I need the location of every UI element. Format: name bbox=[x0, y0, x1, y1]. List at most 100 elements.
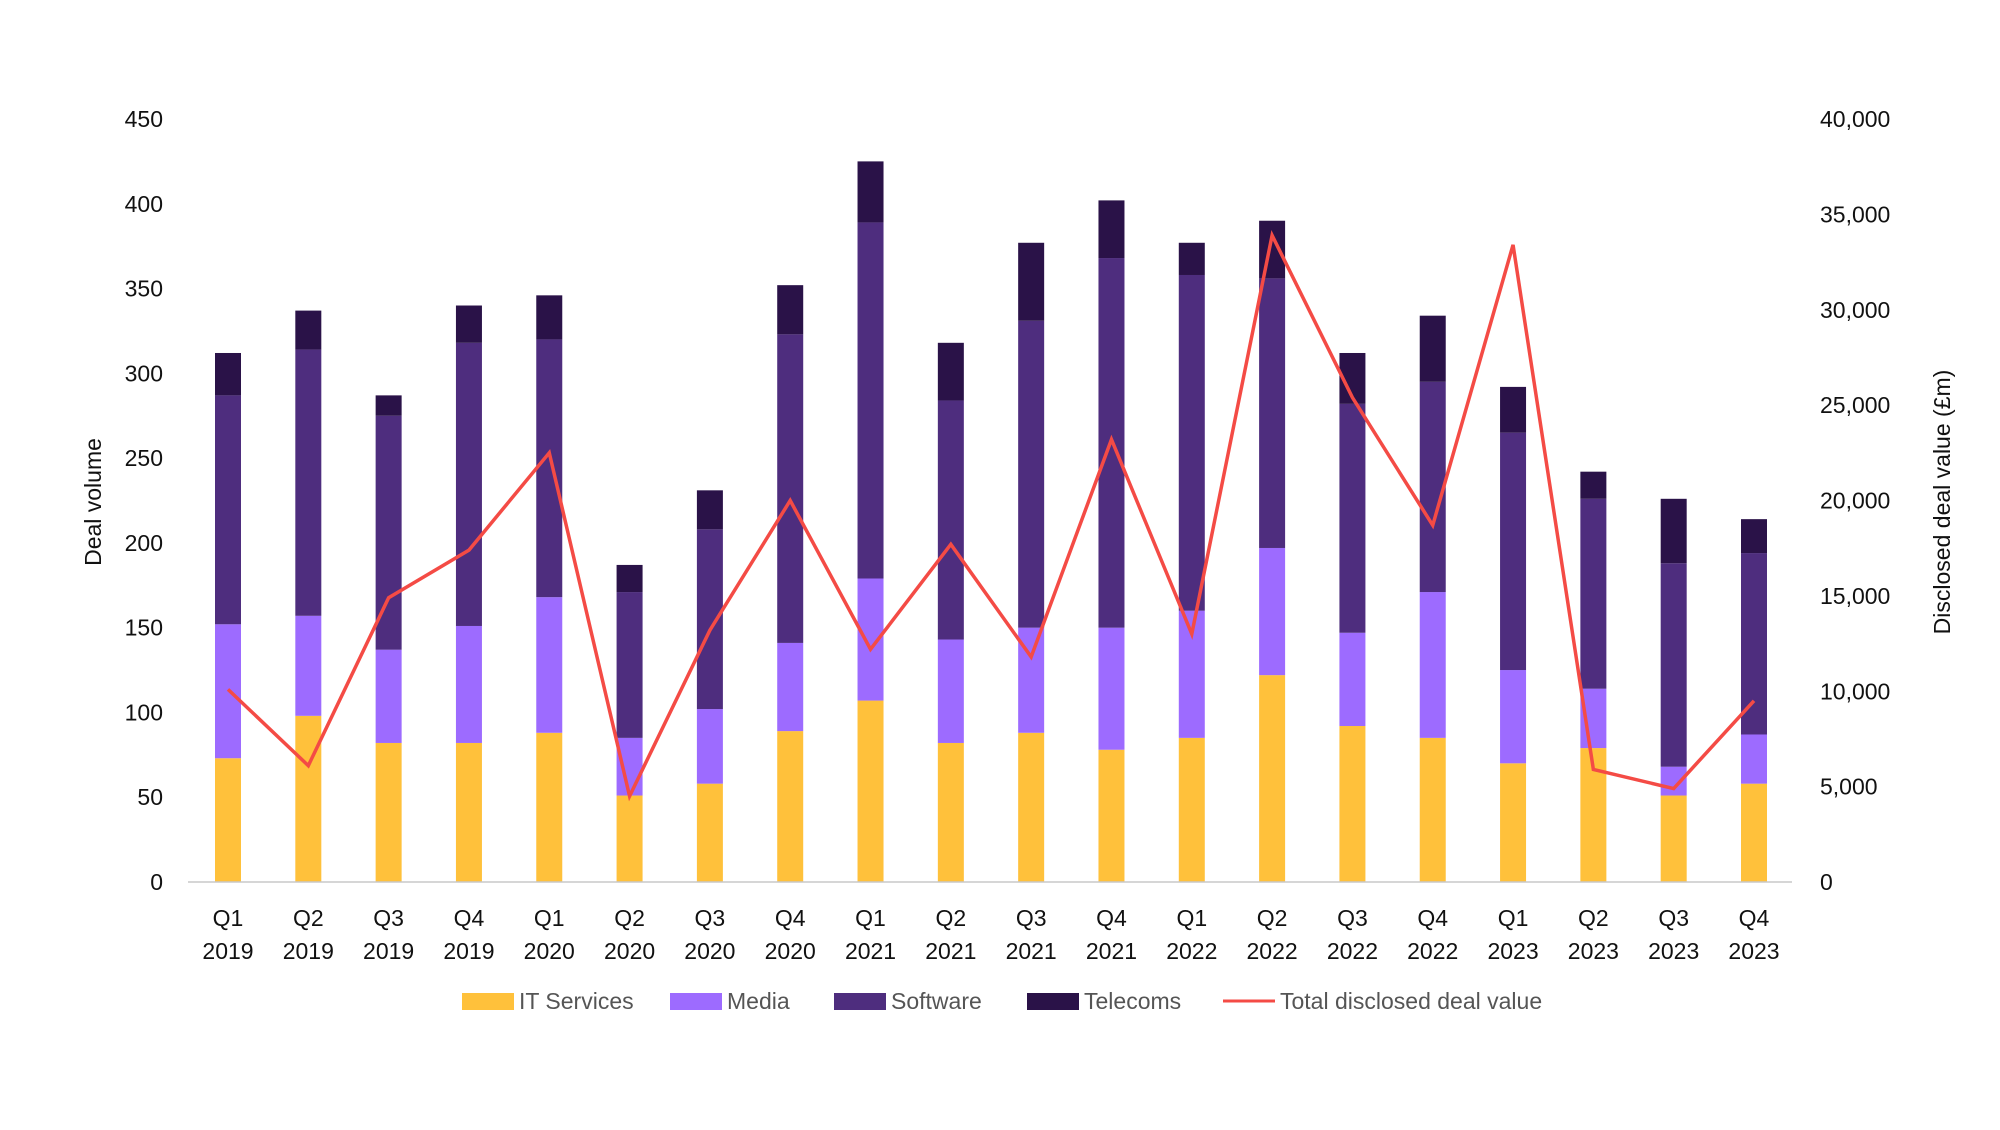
bar-it-services bbox=[215, 758, 241, 882]
bar-media bbox=[455, 625, 482, 743]
bar-software bbox=[215, 395, 241, 625]
bar-media bbox=[1339, 632, 1366, 727]
bar-telecoms bbox=[1098, 200, 1125, 259]
x-tick-quarter: Q3 bbox=[373, 905, 404, 931]
bar-software bbox=[1660, 563, 1687, 767]
x-tick-quarter: Q3 bbox=[1337, 905, 1368, 931]
bar-telecoms bbox=[1580, 471, 1607, 499]
bar-telecoms bbox=[536, 295, 563, 340]
bar-software bbox=[1741, 553, 1767, 735]
x-tick-year: 2021 bbox=[1006, 938, 1057, 964]
bar-media bbox=[696, 709, 723, 784]
x-tick-quarter: Q1 bbox=[855, 905, 886, 931]
bar-software bbox=[1339, 403, 1366, 633]
x-tick-quarter: Q3 bbox=[1016, 905, 1047, 931]
y2-tick-label: 40,000 bbox=[1820, 106, 1890, 132]
bar-telecoms bbox=[375, 395, 402, 416]
right-axis-title: Disclosed deal value (£m) bbox=[1929, 370, 1955, 635]
bar-telecoms bbox=[1660, 498, 1687, 564]
bar-it-services bbox=[536, 732, 563, 882]
y2-tick-label: 15,000 bbox=[1820, 583, 1890, 609]
y-tick-label: 100 bbox=[125, 699, 163, 725]
bar-telecoms bbox=[1018, 242, 1045, 321]
x-tick-year: 2019 bbox=[443, 938, 494, 964]
x-tick-year: 2023 bbox=[1728, 938, 1779, 964]
x-tick-year: 2019 bbox=[283, 938, 334, 964]
bar-it-services bbox=[1741, 783, 1767, 882]
bar-telecoms bbox=[857, 161, 884, 223]
bar-telecoms bbox=[295, 310, 322, 350]
bars bbox=[215, 161, 1767, 882]
x-tick-year: 2020 bbox=[524, 938, 575, 964]
bar-media bbox=[375, 649, 402, 743]
bar-it-services bbox=[616, 795, 643, 882]
bar-it-services bbox=[777, 731, 804, 882]
bar-it-services bbox=[1178, 737, 1205, 882]
x-tick-year: 2019 bbox=[202, 938, 253, 964]
x-tick-quarter: Q3 bbox=[1658, 905, 1689, 931]
bar-it-services bbox=[295, 715, 322, 882]
bar-telecoms bbox=[1178, 242, 1205, 275]
x-tick-quarter: Q2 bbox=[1578, 905, 1609, 931]
left-axis-ticks: 0 50 100 150 200 250 300 350 400 450 bbox=[125, 106, 163, 895]
y-tick-label: 50 bbox=[137, 784, 163, 810]
bar-telecoms bbox=[696, 490, 723, 530]
x-tick-year: 2021 bbox=[1086, 938, 1137, 964]
x-tick-year: 2022 bbox=[1166, 938, 1217, 964]
y2-tick-label: 35,000 bbox=[1820, 201, 1890, 227]
y-tick-label: 0 bbox=[150, 869, 163, 895]
bar-telecoms bbox=[1741, 519, 1767, 554]
legend-swatch bbox=[462, 993, 514, 1010]
legend-swatch bbox=[1027, 993, 1079, 1010]
bar-media bbox=[1419, 592, 1446, 738]
y2-tick-label: 30,000 bbox=[1820, 297, 1890, 323]
x-tick-year: 2022 bbox=[1247, 938, 1298, 964]
x-tick-quarter: Q1 bbox=[1176, 905, 1207, 931]
legend-label: Software bbox=[891, 988, 982, 1014]
bar-it-services bbox=[857, 700, 884, 882]
bar-telecoms bbox=[1500, 386, 1527, 433]
bar-media bbox=[937, 639, 964, 743]
y2-tick-label: 0 bbox=[1820, 869, 1833, 895]
bar-telecoms bbox=[455, 305, 482, 343]
x-tick-year: 2021 bbox=[845, 938, 896, 964]
x-tick-quarter: Q2 bbox=[935, 905, 966, 931]
bar-software bbox=[937, 400, 964, 640]
bar-it-services bbox=[1419, 737, 1446, 882]
bar-software bbox=[455, 342, 482, 626]
x-tick-quarter: Q2 bbox=[614, 905, 645, 931]
y2-tick-label: 20,000 bbox=[1820, 488, 1890, 514]
bar-media bbox=[616, 737, 643, 796]
x-tick-year: 2023 bbox=[1648, 938, 1699, 964]
bar-software bbox=[375, 415, 402, 650]
y2-tick-label: 5,000 bbox=[1820, 774, 1878, 800]
right-axis-ticks: 0 5,000 10,000 15,000 20,000 25,000 30,000 35,0… bbox=[1820, 106, 1890, 895]
bar-telecoms bbox=[777, 285, 804, 335]
y2-tick-label: 25,000 bbox=[1820, 392, 1890, 418]
line-total-disclosed-deal-value bbox=[226, 229, 1756, 802]
bar-media bbox=[1098, 627, 1125, 750]
y-tick-label: 200 bbox=[125, 530, 163, 556]
line-series bbox=[226, 229, 1756, 802]
bar-it-services bbox=[696, 783, 723, 882]
bar-media bbox=[295, 615, 322, 716]
x-axis-ticks: Q1 2019 Q2 2019 Q3 2019 Q4 2019 Q1 2020 Q2 2020 Q3 20… bbox=[202, 905, 1779, 964]
bar-software bbox=[1259, 278, 1286, 548]
y-tick-label: 250 bbox=[125, 445, 163, 471]
legend-label: IT Services bbox=[519, 988, 634, 1014]
bar-it-services bbox=[1339, 726, 1366, 882]
x-tick-year: 2022 bbox=[1327, 938, 1378, 964]
bar-software bbox=[1500, 432, 1527, 671]
legend-label: Total disclosed deal value bbox=[1280, 988, 1542, 1014]
bar-software bbox=[1580, 498, 1607, 689]
x-tick-quarter: Q2 bbox=[1257, 905, 1288, 931]
bar-telecoms bbox=[215, 352, 241, 396]
y-tick-label: 300 bbox=[125, 360, 163, 386]
bar-software bbox=[696, 529, 723, 710]
x-tick-quarter: Q1 bbox=[534, 905, 565, 931]
bar-telecoms bbox=[1259, 220, 1286, 279]
y-tick-label: 450 bbox=[125, 106, 163, 132]
bar-telecoms bbox=[1419, 315, 1446, 382]
legend-swatch bbox=[670, 993, 722, 1010]
